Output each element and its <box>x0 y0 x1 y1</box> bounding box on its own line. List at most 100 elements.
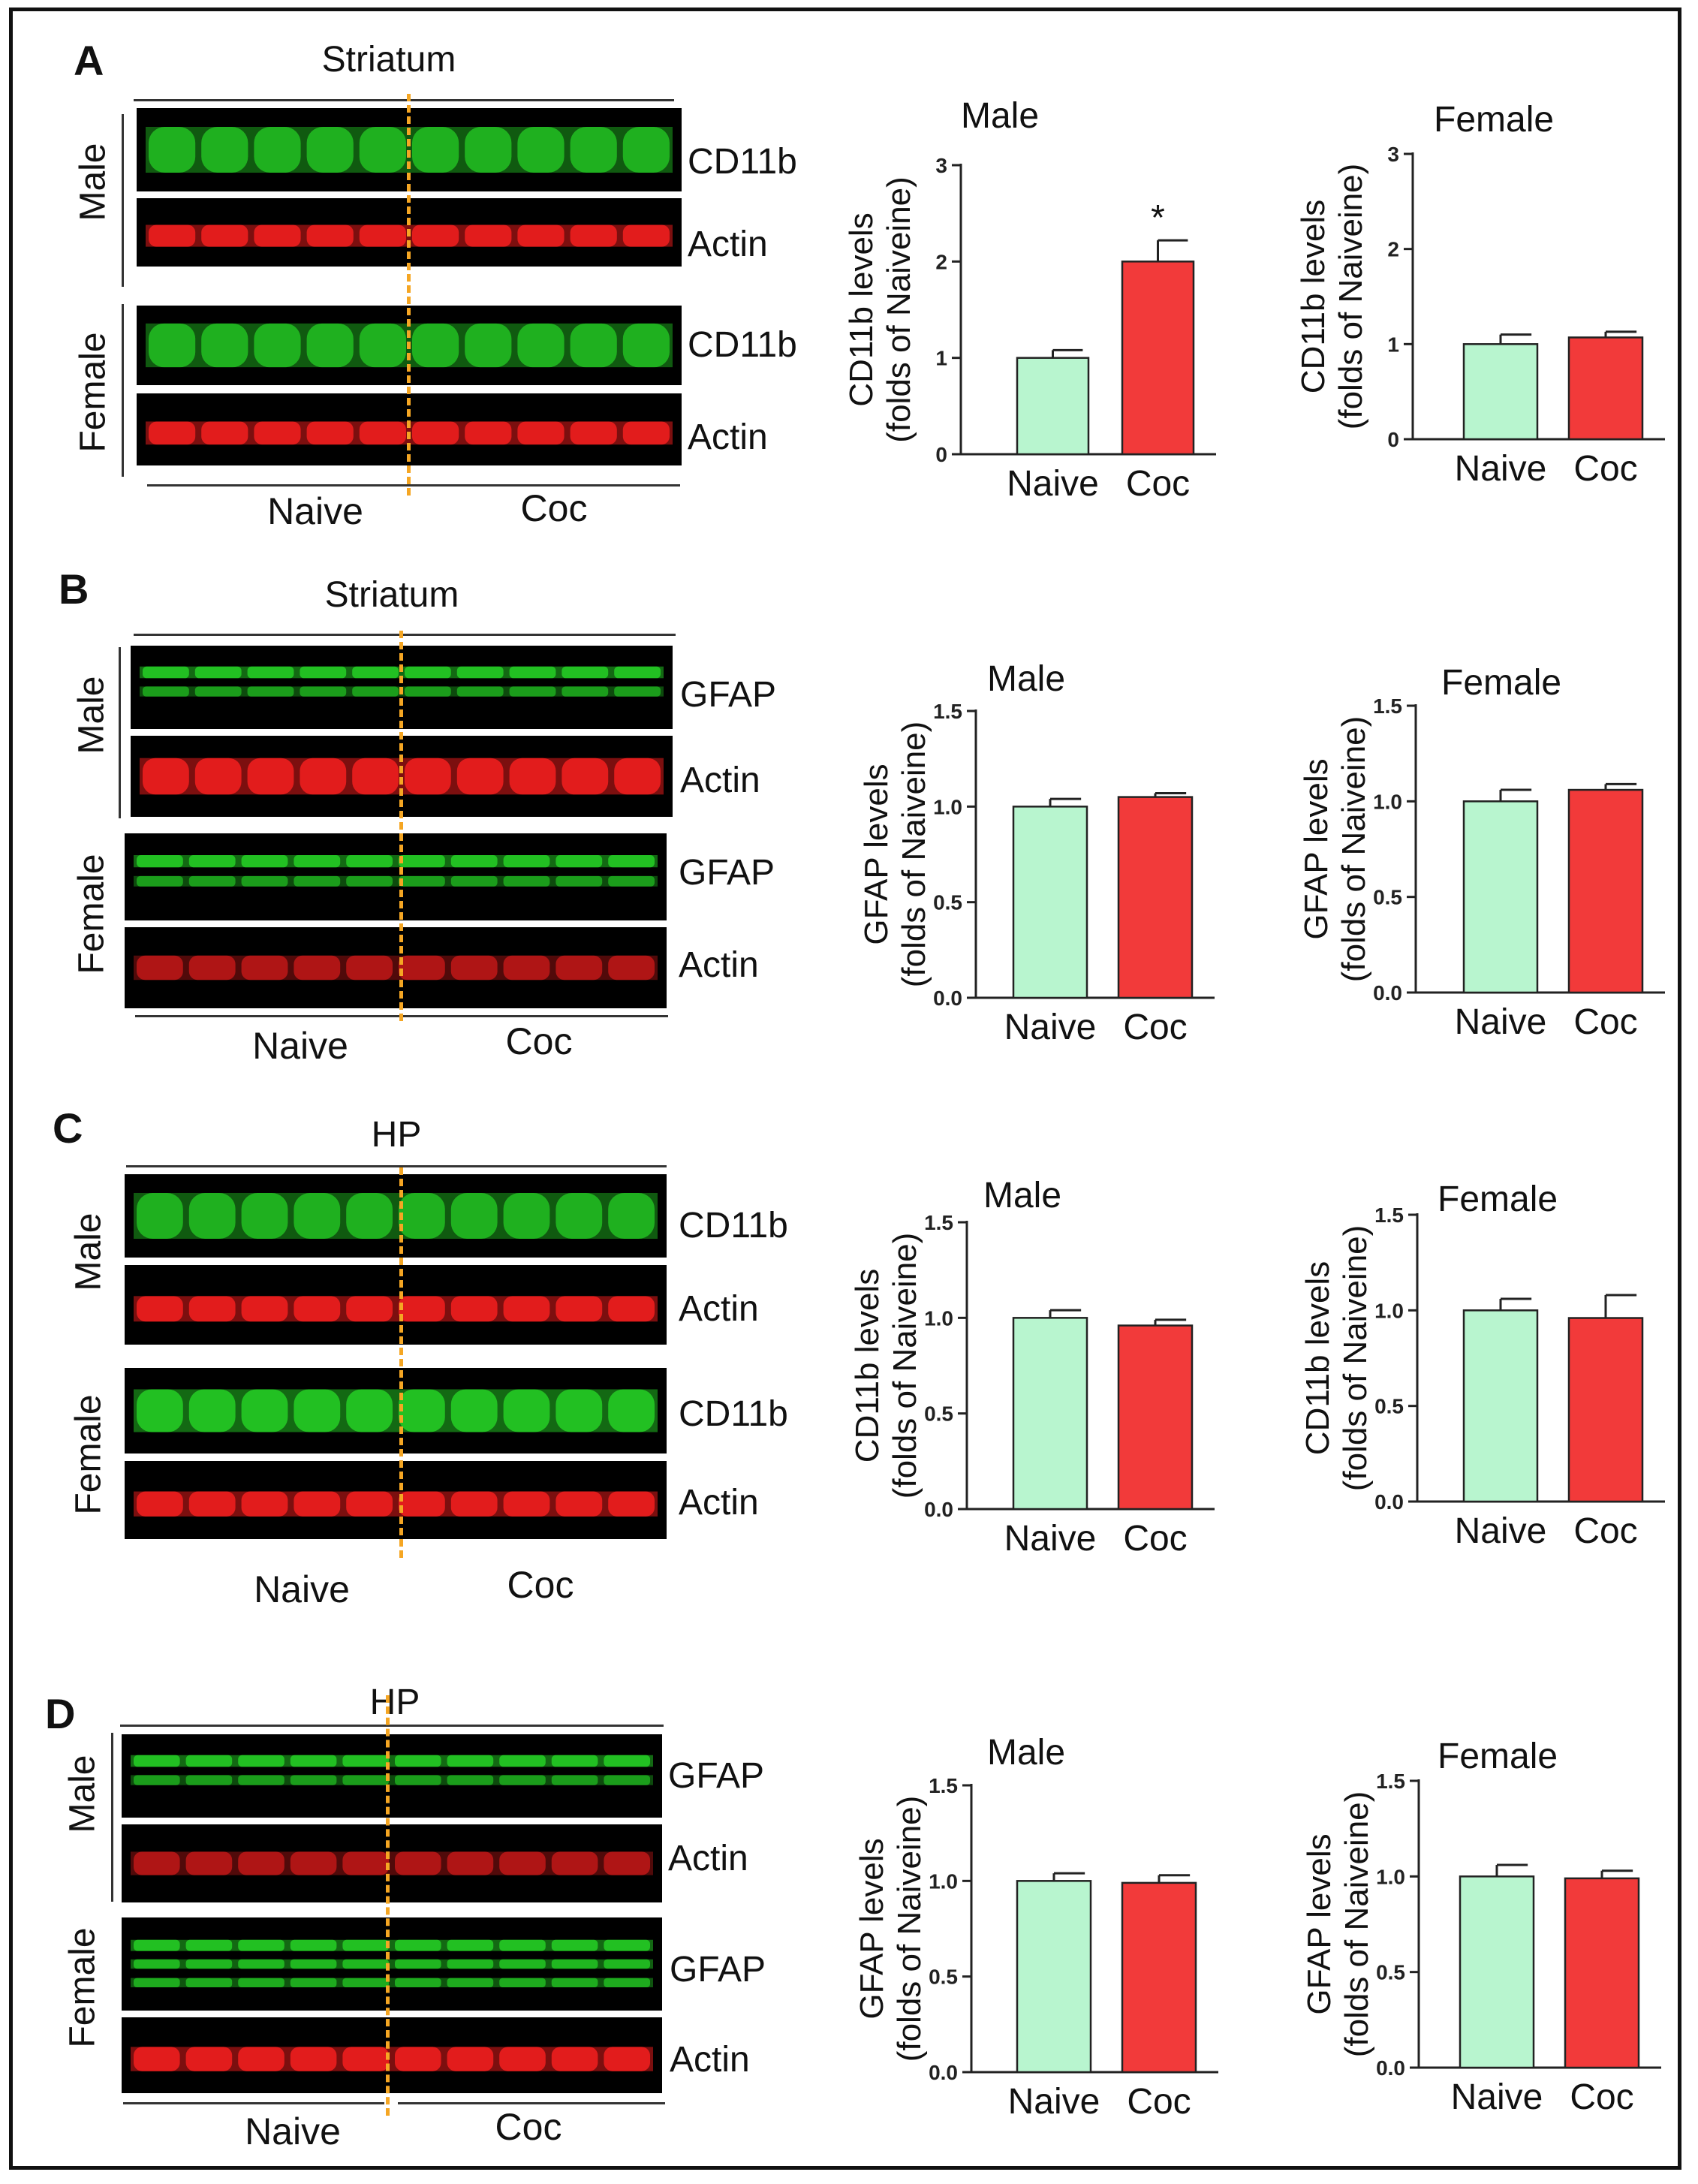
chart-d-female: Female 0.0 0.5 1.0 1.5 GFAP levels (folds of N… <box>1276 1727 1681 2147</box>
bottom-line-d-coc <box>398 2102 665 2104</box>
blot-band <box>300 686 347 697</box>
blot-band <box>499 1978 546 1987</box>
sex-label-a-female: Female <box>73 332 113 453</box>
blot-band <box>608 855 655 868</box>
blot-band <box>399 955 445 981</box>
blot-band <box>604 1959 650 1969</box>
blot-band <box>604 2047 650 2071</box>
chart-c-female: Female 0.0 0.5 1.0 1.5 CD11b levels (folds of … <box>1276 1170 1681 1590</box>
blot-band <box>551 1959 598 1969</box>
blot-band <box>342 1939 389 1951</box>
blot-label-b-male-marker: GFAP <box>680 675 777 715</box>
blot-band <box>352 666 399 679</box>
bar-coc <box>1117 796 1194 999</box>
blot-band <box>359 323 406 368</box>
panel-letter-b: B <box>59 565 89 613</box>
blot-band <box>238 1755 285 1767</box>
y-tick-label: 1.5 <box>933 700 962 723</box>
blot-band <box>241 1296 288 1322</box>
blot-band <box>570 224 617 247</box>
blot-band <box>359 126 406 173</box>
blot-band <box>185 1959 233 1969</box>
bar-naive <box>1462 343 1539 441</box>
blot-band <box>399 855 445 868</box>
blot-band <box>447 1755 494 1767</box>
blot-band <box>450 855 498 868</box>
y-tick-label: 1 <box>1387 333 1399 356</box>
blot-band <box>551 1851 598 1875</box>
blot-band <box>555 1491 603 1517</box>
blot-band <box>294 1389 341 1432</box>
blot-band <box>194 686 242 697</box>
blot-band <box>201 323 248 368</box>
group-label-d-naive: Naive <box>245 2110 341 2152</box>
sex-label-c-male: Male <box>68 1212 109 1291</box>
y-tick-label: 0.5 <box>929 1966 958 1989</box>
blot-band <box>399 875 445 887</box>
blot-band <box>137 1389 183 1432</box>
bottom-line-d-naive <box>123 2102 384 2104</box>
figure-frame <box>9 8 1681 2170</box>
blot-band <box>188 1296 236 1322</box>
blot-band <box>503 1491 550 1517</box>
x-category-label: Naive <box>1004 1008 1097 1047</box>
x-category-label: Coc <box>1126 464 1190 504</box>
chart-title: Female <box>1434 100 1554 140</box>
blot-band <box>137 875 183 887</box>
blot-band <box>254 126 301 173</box>
chart-title: Female <box>1438 1737 1558 1776</box>
blot-d-male-actin <box>120 1823 664 1904</box>
blot-band <box>342 1755 389 1767</box>
x-category-label: Naive <box>1008 2082 1100 2122</box>
blot-band <box>241 1389 288 1432</box>
blot-band <box>134 1851 180 1875</box>
blot-band <box>342 1959 389 1969</box>
region-title-d: HP <box>369 1682 420 1722</box>
bar-coc <box>1117 1324 1194 1511</box>
blot-band <box>346 1389 393 1432</box>
blot-band <box>395 1939 441 1951</box>
top-line-a <box>134 99 674 101</box>
blot-band <box>499 1775 546 1785</box>
y-tick-label: 0.0 <box>1376 2056 1405 2080</box>
blot-b-female-marker <box>123 832 668 922</box>
group-label-d-coc: Coc <box>495 2106 562 2148</box>
blot-band <box>201 224 248 247</box>
blot-band <box>614 666 661 679</box>
bar-coc <box>1567 336 1644 441</box>
blot-band <box>188 855 236 868</box>
blot-band <box>399 1296 445 1322</box>
blot-band <box>134 1755 180 1767</box>
y-tick-label: 3 <box>935 154 947 177</box>
blot-d-male-marker <box>120 1733 664 1819</box>
chart-title: Male <box>983 1176 1061 1216</box>
y-tick-label: 0.0 <box>929 2061 958 2084</box>
bottom-line-a <box>147 484 680 487</box>
x-category-label: Coc <box>1123 1519 1187 1559</box>
bar-coc <box>1564 1877 1640 2069</box>
y-tick-label: 1.5 <box>1376 1770 1405 1793</box>
blot-band <box>405 686 451 697</box>
blot-band <box>450 1491 498 1517</box>
divider-dash-c <box>399 1167 403 1558</box>
sex-label-d-male: Male <box>62 1755 103 1833</box>
y-tick-label: 1.0 <box>1373 790 1402 813</box>
y-tick-label: 0.0 <box>924 1498 953 1521</box>
blot-label-b-female-marker: GFAP <box>679 853 775 893</box>
region-title-b: Striatum <box>324 575 459 615</box>
blot-band <box>450 1389 498 1432</box>
blot-band <box>503 855 550 868</box>
y-tick-label: 1 <box>935 347 947 370</box>
y-tick-label: 0.5 <box>933 891 962 914</box>
blot-band <box>608 1491 655 1517</box>
divider-dash-b <box>399 631 403 1021</box>
blot-band <box>604 1939 650 1951</box>
y-axis-label-sub: (folds of Naiveine) <box>891 1796 928 2062</box>
chart-title: Female <box>1441 663 1561 703</box>
group-label-a-coc: Coc <box>520 487 588 529</box>
blot-band <box>294 1192 341 1240</box>
x-category-label: Coc <box>1127 2082 1191 2122</box>
blot-band <box>137 1491 183 1517</box>
blot-label-d-female-actin: Actin <box>670 2040 750 2080</box>
y-axis-label-sub: (folds of Naiveine) <box>1332 164 1369 430</box>
